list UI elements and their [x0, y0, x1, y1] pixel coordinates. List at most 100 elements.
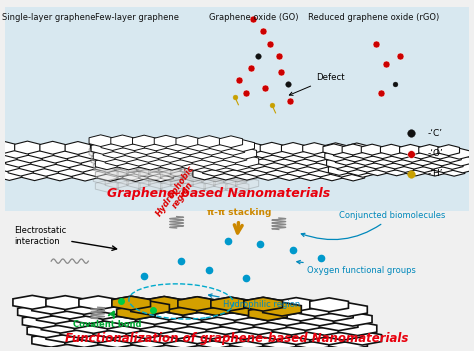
Polygon shape	[274, 154, 297, 165]
Polygon shape	[328, 158, 351, 170]
Text: Oxygen functional groups: Oxygen functional groups	[297, 260, 416, 274]
Polygon shape	[226, 181, 249, 193]
Polygon shape	[133, 135, 155, 147]
Polygon shape	[93, 324, 132, 338]
Polygon shape	[301, 312, 339, 326]
Polygon shape	[15, 141, 40, 154]
Polygon shape	[79, 146, 104, 159]
Polygon shape	[131, 301, 169, 315]
Polygon shape	[295, 154, 318, 166]
Polygon shape	[211, 297, 249, 311]
Polygon shape	[339, 162, 363, 173]
Text: Hydrophobic
region: Hydrophobic region	[155, 163, 203, 222]
Polygon shape	[0, 167, 22, 180]
Polygon shape	[27, 324, 66, 338]
Polygon shape	[65, 334, 103, 347]
Polygon shape	[93, 150, 117, 162]
Polygon shape	[70, 159, 95, 172]
Polygon shape	[206, 321, 245, 335]
Polygon shape	[58, 164, 84, 177]
Polygon shape	[146, 147, 170, 159]
Polygon shape	[139, 181, 162, 192]
Polygon shape	[178, 166, 201, 177]
Polygon shape	[125, 147, 148, 158]
Polygon shape	[89, 135, 112, 147]
Polygon shape	[253, 153, 276, 165]
Polygon shape	[89, 146, 112, 158]
Polygon shape	[210, 153, 233, 165]
Text: Electrostatic
interaction: Electrostatic interaction	[14, 226, 117, 250]
Polygon shape	[157, 155, 182, 168]
Polygon shape	[349, 158, 373, 170]
Polygon shape	[433, 162, 455, 173]
Polygon shape	[176, 135, 199, 147]
Polygon shape	[327, 158, 348, 168]
Polygon shape	[46, 329, 85, 343]
Polygon shape	[54, 146, 79, 159]
Polygon shape	[391, 148, 412, 159]
Polygon shape	[438, 145, 459, 155]
Polygon shape	[113, 154, 136, 166]
Polygon shape	[95, 159, 120, 172]
Text: -‘H’: -‘H’	[428, 170, 443, 178]
Polygon shape	[365, 158, 386, 169]
Text: Conjuncted biomolecules: Conjuncted biomolecules	[301, 211, 446, 240]
Polygon shape	[115, 161, 138, 173]
Polygon shape	[82, 155, 107, 168]
Polygon shape	[450, 155, 472, 166]
Polygon shape	[336, 147, 359, 158]
Polygon shape	[262, 150, 285, 161]
Polygon shape	[139, 170, 162, 181]
Polygon shape	[212, 170, 235, 181]
Polygon shape	[22, 314, 61, 328]
Polygon shape	[212, 161, 235, 172]
Polygon shape	[342, 144, 364, 155]
Polygon shape	[123, 161, 146, 173]
Polygon shape	[361, 144, 383, 155]
Polygon shape	[347, 151, 370, 162]
Polygon shape	[266, 165, 290, 177]
Polygon shape	[112, 296, 151, 310]
Polygon shape	[202, 173, 225, 185]
Polygon shape	[319, 317, 358, 331]
Polygon shape	[218, 142, 241, 154]
Polygon shape	[386, 165, 408, 176]
Polygon shape	[168, 169, 191, 181]
Polygon shape	[3, 145, 29, 158]
Polygon shape	[236, 178, 259, 189]
Polygon shape	[111, 157, 134, 169]
Polygon shape	[201, 157, 224, 168]
Polygon shape	[182, 159, 205, 170]
Polygon shape	[216, 306, 254, 320]
Polygon shape	[276, 161, 299, 173]
Polygon shape	[141, 142, 166, 155]
Polygon shape	[158, 173, 182, 185]
Polygon shape	[342, 169, 365, 181]
Polygon shape	[145, 330, 183, 343]
Text: Hydrophilic region: Hydrophilic region	[209, 294, 301, 309]
Polygon shape	[233, 161, 256, 173]
Polygon shape	[182, 170, 205, 181]
Polygon shape	[170, 155, 193, 166]
Polygon shape	[91, 154, 114, 165]
Polygon shape	[353, 147, 374, 158]
Polygon shape	[65, 300, 103, 314]
Polygon shape	[375, 161, 397, 172]
Polygon shape	[65, 141, 91, 154]
Polygon shape	[182, 181, 205, 193]
Polygon shape	[98, 301, 137, 314]
Polygon shape	[170, 177, 193, 189]
Polygon shape	[91, 165, 114, 177]
Polygon shape	[212, 159, 235, 170]
Polygon shape	[107, 155, 132, 168]
Polygon shape	[117, 306, 155, 319]
Polygon shape	[178, 297, 217, 311]
Polygon shape	[214, 166, 237, 178]
Polygon shape	[236, 168, 258, 180]
Polygon shape	[178, 297, 217, 311]
Polygon shape	[103, 146, 126, 158]
Polygon shape	[117, 306, 155, 319]
Polygon shape	[267, 312, 306, 325]
Polygon shape	[356, 161, 378, 172]
Polygon shape	[8, 163, 34, 176]
